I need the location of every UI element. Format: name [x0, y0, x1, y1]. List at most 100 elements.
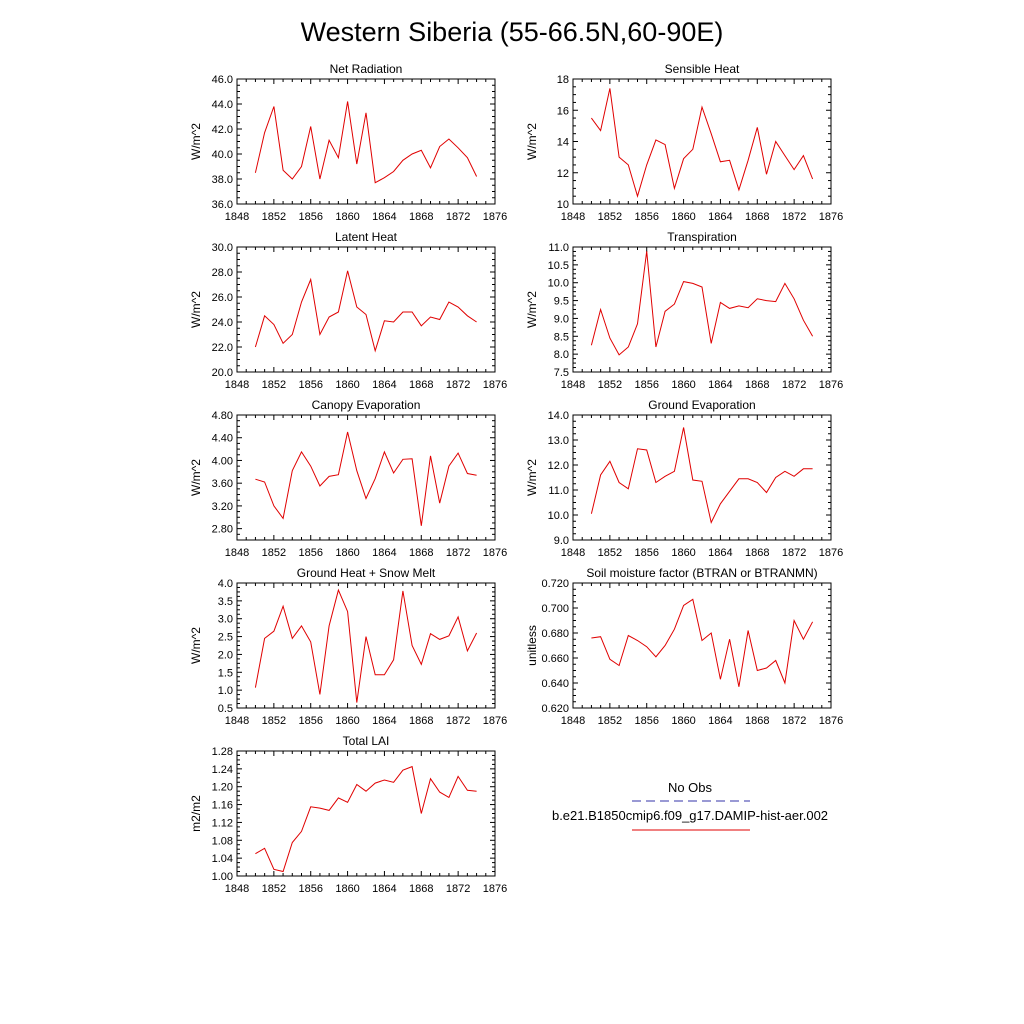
- x-tick-label: 1848: [225, 715, 249, 727]
- x-tick-label: 1868: [409, 883, 433, 895]
- x-tick-label: 1868: [745, 547, 769, 559]
- x-tick-label: 1856: [634, 211, 658, 223]
- y-tick-label: 3.5: [218, 596, 233, 608]
- x-tick-label: 1852: [598, 379, 622, 391]
- y-tick-label: 11.0: [548, 485, 569, 497]
- y-tick-label: 0.620: [541, 703, 569, 715]
- y-tick-label: 42.0: [212, 124, 233, 136]
- x-tick-label: 1864: [708, 379, 732, 391]
- y-tick-label: 36.0: [212, 199, 233, 211]
- x-tick-label: 1872: [782, 547, 806, 559]
- plot-frame: [572, 246, 832, 373]
- x-tick-label: 1864: [372, 715, 396, 727]
- figure-title: Western Siberia (55-66.5N,60-90E): [301, 17, 724, 47]
- x-tick-label: 1860: [671, 715, 695, 727]
- y-tick-label: 2.0: [218, 649, 233, 661]
- y-tick-label: 14.0: [548, 410, 569, 422]
- x-tick-label: 1876: [483, 211, 507, 223]
- panel-title: Net Radiation: [330, 62, 403, 76]
- y-tick-label: 8.0: [554, 349, 569, 361]
- panel-title: Transpiration: [667, 230, 737, 244]
- y-tick-label: 0.640: [541, 678, 569, 690]
- y-tick-label: 1.16: [212, 800, 233, 812]
- x-tick-label: 1852: [262, 883, 286, 895]
- x-tick-label: 1876: [483, 715, 507, 727]
- y-axis-label: W/m^2: [189, 627, 203, 664]
- y-tick-label: 2.80: [212, 524, 233, 536]
- x-tick-label: 1848: [225, 379, 249, 391]
- y-axis-label: W/m^2: [189, 459, 203, 496]
- x-tick-label: 1872: [446, 883, 470, 895]
- x-tick-label: 1856: [298, 379, 322, 391]
- legend-case-label: b.e21.B1850cmip6.f09_g17.DAMIP-hist-aer.…: [552, 808, 828, 823]
- x-tick-label: 1856: [634, 547, 658, 559]
- y-tick-label: 7.5: [554, 367, 569, 379]
- series-line: [255, 765, 477, 873]
- y-tick-label: 20.0: [212, 367, 233, 379]
- x-tick-label: 1864: [372, 547, 396, 559]
- y-tick-label: 9.0: [554, 535, 569, 547]
- y-tick-label: 0.680: [541, 628, 569, 640]
- x-tick-label: 1860: [335, 379, 359, 391]
- x-tick-label: 1848: [225, 883, 249, 895]
- x-tick-label: 1864: [372, 211, 396, 223]
- y-tick-label: 44.0: [212, 99, 233, 111]
- y-tick-label: 9.0: [554, 313, 569, 325]
- plot-frame: [572, 582, 832, 709]
- y-tick-label: 1.5: [218, 667, 233, 679]
- x-tick-label: 1856: [634, 379, 658, 391]
- x-tick-label: 1848: [225, 547, 249, 559]
- x-tick-label: 1848: [561, 715, 585, 727]
- panel-sensible-heat: Sensible Heat 1848 1852 1856 1860 1864 1868 187…: [525, 62, 843, 223]
- y-tick-label: 1.0: [218, 685, 233, 697]
- series-line: [254, 270, 477, 353]
- y-tick-label: 10.5: [548, 260, 569, 272]
- plot-frame: [236, 750, 496, 877]
- x-tick-label: 1876: [819, 715, 843, 727]
- x-tick-label: 1856: [298, 715, 322, 727]
- series-line: [590, 88, 814, 198]
- x-tick-label: 1868: [745, 379, 769, 391]
- x-tick-label: 1868: [745, 715, 769, 727]
- x-tick-label: 1872: [446, 379, 470, 391]
- plot-frame: [236, 582, 496, 709]
- x-tick-label: 1864: [708, 547, 732, 559]
- y-tick-label: 24.0: [212, 317, 233, 329]
- y-tick-label: 4.00: [212, 455, 233, 467]
- y-tick-label: 1.12: [212, 817, 233, 829]
- panel-title: Ground Heat + Snow Melt: [297, 566, 436, 580]
- x-tick-label: 1852: [262, 379, 286, 391]
- y-tick-label: 14: [557, 137, 569, 149]
- x-tick-label: 1860: [335, 715, 359, 727]
- y-axis-label: W/m^2: [525, 123, 539, 160]
- x-tick-label: 1872: [446, 547, 470, 559]
- x-tick-label: 1852: [598, 715, 622, 727]
- x-tick-label: 1868: [409, 379, 433, 391]
- panel-ground-evaporation: Ground Evaporation 1848 1852 1856 1860 1864 18…: [525, 398, 843, 559]
- y-tick-label: 1.28: [212, 746, 233, 758]
- x-tick-label: 1864: [372, 883, 396, 895]
- panel-title: Soil moisture factor (BTRAN or BTRANMN): [586, 566, 817, 580]
- panel-title: Canopy Evaporation: [312, 398, 421, 412]
- legend: No Obs b.e21.B1850cmip6.f09_g17.DAMIP-hi…: [552, 780, 828, 831]
- plot-frame: [236, 246, 496, 373]
- y-tick-label: 16: [557, 105, 569, 117]
- y-tick-label: 46.0: [212, 74, 233, 86]
- y-tick-label: 1.00: [212, 871, 233, 883]
- legend-obs-label: No Obs: [668, 780, 713, 795]
- x-tick-label: 1860: [335, 547, 359, 559]
- y-tick-label: 0.700: [541, 603, 569, 615]
- y-tick-label: 26.0: [212, 292, 233, 304]
- series-line: [254, 101, 478, 184]
- y-tick-label: 4.0: [218, 578, 233, 590]
- y-tick-label: 0.5: [218, 703, 233, 715]
- x-tick-label: 1876: [483, 379, 507, 391]
- x-tick-label: 1860: [671, 379, 695, 391]
- x-tick-label: 1860: [335, 883, 359, 895]
- x-tick-label: 1868: [745, 211, 769, 223]
- y-tick-label: 10.0: [548, 278, 569, 290]
- y-axis-label: unitless: [525, 625, 539, 666]
- x-tick-label: 1848: [561, 211, 585, 223]
- y-tick-label: 10: [557, 199, 569, 211]
